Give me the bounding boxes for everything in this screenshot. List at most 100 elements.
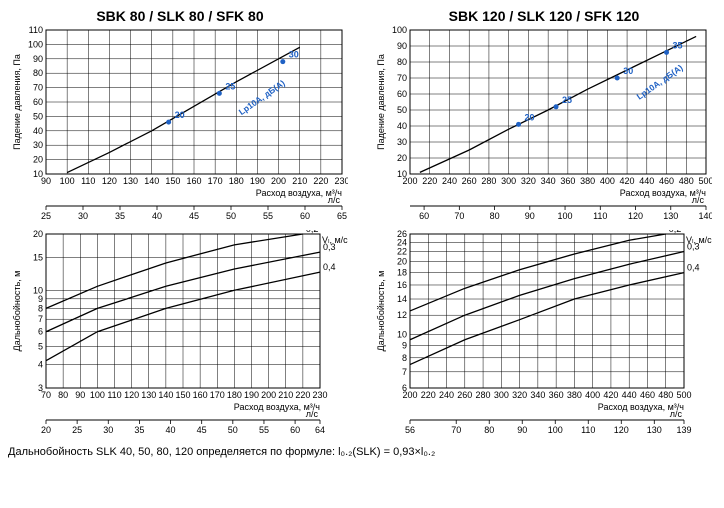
svg-text:л/с: л/с (328, 195, 341, 205)
svg-text:л/с: л/с (306, 409, 319, 419)
svg-text:20: 20 (175, 110, 185, 120)
svg-text:25: 25 (72, 425, 82, 435)
svg-text:25: 25 (41, 211, 51, 221)
svg-text:10: 10 (33, 285, 43, 295)
svg-text:50: 50 (33, 111, 43, 121)
svg-text:220: 220 (295, 390, 310, 400)
svg-text:10: 10 (33, 169, 43, 179)
svg-text:180: 180 (227, 390, 242, 400)
svg-text:12: 12 (397, 310, 407, 320)
svg-text:30: 30 (397, 137, 407, 147)
svg-text:120: 120 (124, 390, 139, 400)
svg-text:55: 55 (263, 211, 273, 221)
svg-text:480: 480 (679, 176, 694, 186)
svg-text:4: 4 (38, 360, 43, 370)
svg-text:40: 40 (166, 425, 176, 435)
svg-text:500: 500 (676, 390, 691, 400)
svg-text:220: 220 (313, 176, 328, 186)
svg-text:9: 9 (38, 294, 43, 304)
svg-text:200: 200 (271, 176, 286, 186)
svg-text:80: 80 (490, 211, 500, 221)
svg-text:220: 220 (422, 176, 437, 186)
svg-text:0,4: 0,4 (323, 262, 336, 272)
svg-text:80: 80 (397, 57, 407, 67)
svg-text:440: 440 (622, 390, 637, 400)
svg-text:130: 130 (123, 176, 138, 186)
svg-text:420: 420 (603, 390, 618, 400)
svg-text:20: 20 (33, 155, 43, 165)
svg-text:300: 300 (501, 176, 516, 186)
svg-text:90: 90 (33, 54, 43, 64)
svg-text:230: 230 (312, 390, 327, 400)
svg-text:10: 10 (397, 329, 407, 339)
svg-text:25: 25 (225, 81, 235, 91)
svg-text:Дальнобойность, м: Дальнобойность, м (376, 271, 386, 352)
svg-text:190: 190 (250, 176, 265, 186)
svg-text:120: 120 (102, 176, 117, 186)
svg-text:18: 18 (397, 268, 407, 278)
svg-text:260: 260 (457, 390, 472, 400)
chart-title: SBK 80 / SLK 80 / SFK 80 (8, 8, 352, 24)
svg-text:130: 130 (647, 425, 662, 435)
svg-text:80: 80 (33, 68, 43, 78)
svg-text:160: 160 (193, 390, 208, 400)
svg-text:50: 50 (226, 211, 236, 221)
svg-text:Vₗ, м/с: Vₗ, м/с (686, 235, 712, 245)
chart-svg: 7080901001101201301401501601701801902002… (8, 230, 348, 440)
svg-text:Дальнобойность, м: Дальнобойность, м (12, 271, 22, 352)
svg-text:0,2: 0,2 (669, 230, 682, 234)
svg-text:100: 100 (60, 176, 75, 186)
svg-text:60: 60 (300, 211, 310, 221)
svg-text:340: 340 (541, 176, 556, 186)
svg-text:60: 60 (397, 89, 407, 99)
svg-text:420: 420 (620, 176, 635, 186)
svg-text:80: 80 (484, 425, 494, 435)
svg-text:240: 240 (442, 176, 457, 186)
svg-text:360: 360 (549, 390, 564, 400)
chart-svg: 2002202402602803003203403603804004204404… (372, 230, 712, 440)
svg-text:40: 40 (152, 211, 162, 221)
svg-text:140: 140 (144, 176, 159, 186)
svg-text:7: 7 (402, 367, 407, 377)
svg-text:360: 360 (560, 176, 575, 186)
svg-text:150: 150 (175, 390, 190, 400)
svg-text:6: 6 (38, 327, 43, 337)
svg-text:340: 340 (530, 390, 545, 400)
svg-text:90: 90 (397, 41, 407, 51)
svg-text:100: 100 (392, 26, 407, 35)
svg-text:35: 35 (134, 425, 144, 435)
svg-text:400: 400 (600, 176, 615, 186)
svg-text:0,4: 0,4 (687, 263, 700, 273)
svg-text:210: 210 (292, 176, 307, 186)
svg-text:30: 30 (623, 66, 633, 76)
chart-top-right: SBK 120 / SLK 120 / SFK 120 200220240260… (372, 8, 716, 226)
svg-text:240: 240 (439, 390, 454, 400)
svg-text:100: 100 (28, 39, 43, 49)
svg-text:100: 100 (558, 211, 573, 221)
svg-text:460: 460 (659, 176, 674, 186)
svg-text:0,2: 0,2 (306, 230, 319, 234)
svg-text:15: 15 (33, 252, 43, 262)
svg-text:170: 170 (210, 390, 225, 400)
svg-text:45: 45 (197, 425, 207, 435)
svg-text:56: 56 (405, 425, 415, 435)
svg-text:35: 35 (115, 211, 125, 221)
chart-bottom-left: 7080901001101201301401501601701801902002… (8, 230, 352, 440)
svg-text:140: 140 (158, 390, 173, 400)
svg-text:210: 210 (278, 390, 293, 400)
svg-text:230: 230 (334, 176, 348, 186)
svg-text:7: 7 (38, 314, 43, 324)
svg-text:110: 110 (29, 26, 43, 35)
svg-text:6: 6 (402, 383, 407, 393)
svg-text:60: 60 (290, 425, 300, 435)
svg-text:45: 45 (189, 211, 199, 221)
svg-text:260: 260 (462, 176, 477, 186)
chart-svg: 9010011012013014015016017018019020021022… (8, 26, 348, 226)
svg-text:50: 50 (397, 105, 407, 115)
svg-text:120: 120 (614, 425, 629, 435)
svg-text:35: 35 (673, 40, 683, 50)
svg-text:440: 440 (639, 176, 654, 186)
svg-text:130: 130 (141, 390, 156, 400)
svg-text:30: 30 (103, 425, 113, 435)
svg-text:480: 480 (658, 390, 673, 400)
